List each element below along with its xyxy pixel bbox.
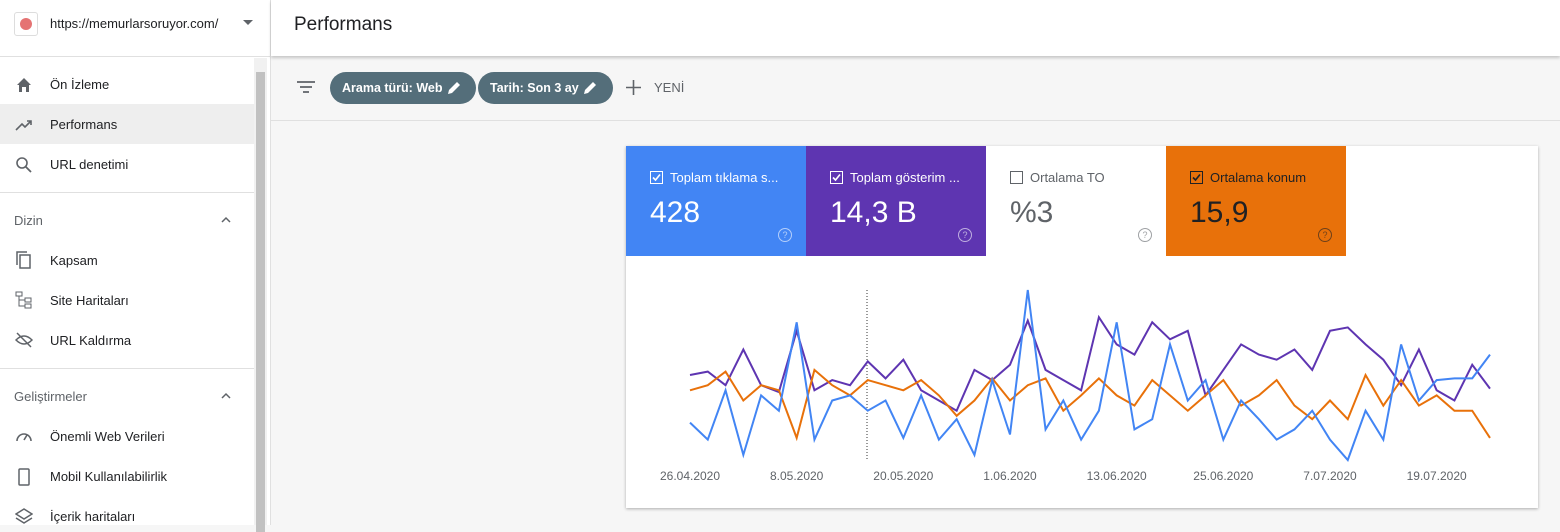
new-filter[interactable]: YENİ xyxy=(654,80,685,95)
nav-item[interactable]: İçerik haritaları xyxy=(50,509,136,524)
site-icon xyxy=(14,12,38,36)
scrollbar[interactable] xyxy=(254,58,267,532)
collapse-icon[interactable] xyxy=(221,216,231,223)
metric-tile[interactable]: Toplam gösterim ... 14,3 B? xyxy=(806,146,986,256)
nav-item[interactable]: Site Haritaları xyxy=(50,293,129,308)
nav-item[interactable]: URL Kaldırma xyxy=(50,333,132,348)
help-icon[interactable]: ? xyxy=(958,228,972,242)
search-icon xyxy=(16,157,32,173)
series-line xyxy=(689,368,1491,442)
x-tick-label: 8.05.2020 xyxy=(770,469,824,483)
trend-icon xyxy=(15,120,32,131)
checkbox[interactable] xyxy=(830,171,843,184)
metric-value: %3 xyxy=(1010,196,1054,229)
metric-label: Toplam gösterim ... xyxy=(850,170,960,185)
x-tick-label: 7.07.2020 xyxy=(1303,469,1357,483)
checkbox[interactable] xyxy=(1190,171,1203,184)
collapse-icon[interactable] xyxy=(221,392,231,399)
metric-value: 15,9 xyxy=(1190,196,1249,229)
nav-item[interactable]: Performans xyxy=(50,117,118,132)
nav-item[interactable]: Ön İzleme xyxy=(50,77,110,92)
dropdown-arrow[interactable] xyxy=(243,20,253,26)
help-icon[interactable]: ? xyxy=(1318,228,1332,242)
nav-item[interactable]: URL denetimi xyxy=(50,157,129,172)
help-icon[interactable]: ? xyxy=(778,228,792,242)
mobile-icon xyxy=(18,468,30,486)
metric-label: Toplam tıklama s... xyxy=(670,170,779,185)
series-line xyxy=(689,289,1491,462)
x-tick-label: 13.06.2020 xyxy=(1087,469,1147,483)
performance-card: Toplam tıklama s... 428? Toplam gösterim .… xyxy=(626,146,1538,508)
metric-label: Ortalama konum xyxy=(1210,170,1307,185)
site-url[interactable]: https://memurlarsoruyor.com/ xyxy=(50,16,219,31)
header: Performans xyxy=(271,0,1560,56)
active-item-bg xyxy=(0,104,254,144)
series-line xyxy=(689,314,1491,413)
help-icon[interactable]: ? xyxy=(1138,228,1152,242)
nav-item[interactable]: Kapsam xyxy=(50,253,98,268)
filter-icon[interactable] xyxy=(297,80,315,94)
metric-tile[interactable]: Ortalama TO %3? xyxy=(986,146,1166,256)
coverage-icon xyxy=(16,251,31,269)
x-tick-label: 1.06.2020 xyxy=(983,469,1037,483)
sitemap-icon xyxy=(15,291,32,309)
metric-label: Ortalama TO xyxy=(1030,170,1105,185)
checkbox[interactable] xyxy=(1010,171,1023,184)
add-icon[interactable] xyxy=(626,80,641,95)
x-tick-label: 20.05.2020 xyxy=(873,469,933,483)
home-icon xyxy=(17,78,31,92)
x-tick-label: 19.07.2020 xyxy=(1407,469,1467,483)
chip-label: Arama türü: Web xyxy=(342,81,443,95)
metric-tile[interactable]: Ortalama konum 15,9? xyxy=(1166,146,1346,256)
sidebar: https://memurlarsoruyor.com/ Ön İzleme P… xyxy=(0,0,271,532)
section-title[interactable]: Dizin xyxy=(14,213,43,228)
x-tick-label: 26.04.2020 xyxy=(660,469,720,483)
edit-icon[interactable] xyxy=(583,81,597,95)
metric-tile[interactable]: Toplam tıklama s... 428? xyxy=(626,146,806,256)
page-title: Performans xyxy=(294,14,393,35)
metric-value: 428 xyxy=(650,196,701,229)
removal-icon xyxy=(15,332,33,348)
x-tick-label: 25.06.2020 xyxy=(1193,469,1253,483)
metric-value: 14,3 B xyxy=(830,196,917,229)
chip-label: Tarih: Son 3 ay xyxy=(490,81,579,95)
section-title[interactable]: Geliştirmeler xyxy=(14,389,87,404)
chart: 26.04.2020 8.05.2020 20.05.2020 1.06.2020 13… xyxy=(660,289,1491,483)
layers-icon xyxy=(15,508,33,524)
nav-item[interactable]: Önemli Web Verileri xyxy=(50,429,165,444)
nav-item[interactable]: Mobil Kullanılabilirlik xyxy=(50,469,168,484)
checkbox[interactable] xyxy=(650,171,663,184)
filter-chip[interactable]: Tarih: Son 3 ay xyxy=(478,72,613,104)
gauge-icon xyxy=(16,433,32,442)
edit-icon[interactable] xyxy=(447,81,461,95)
